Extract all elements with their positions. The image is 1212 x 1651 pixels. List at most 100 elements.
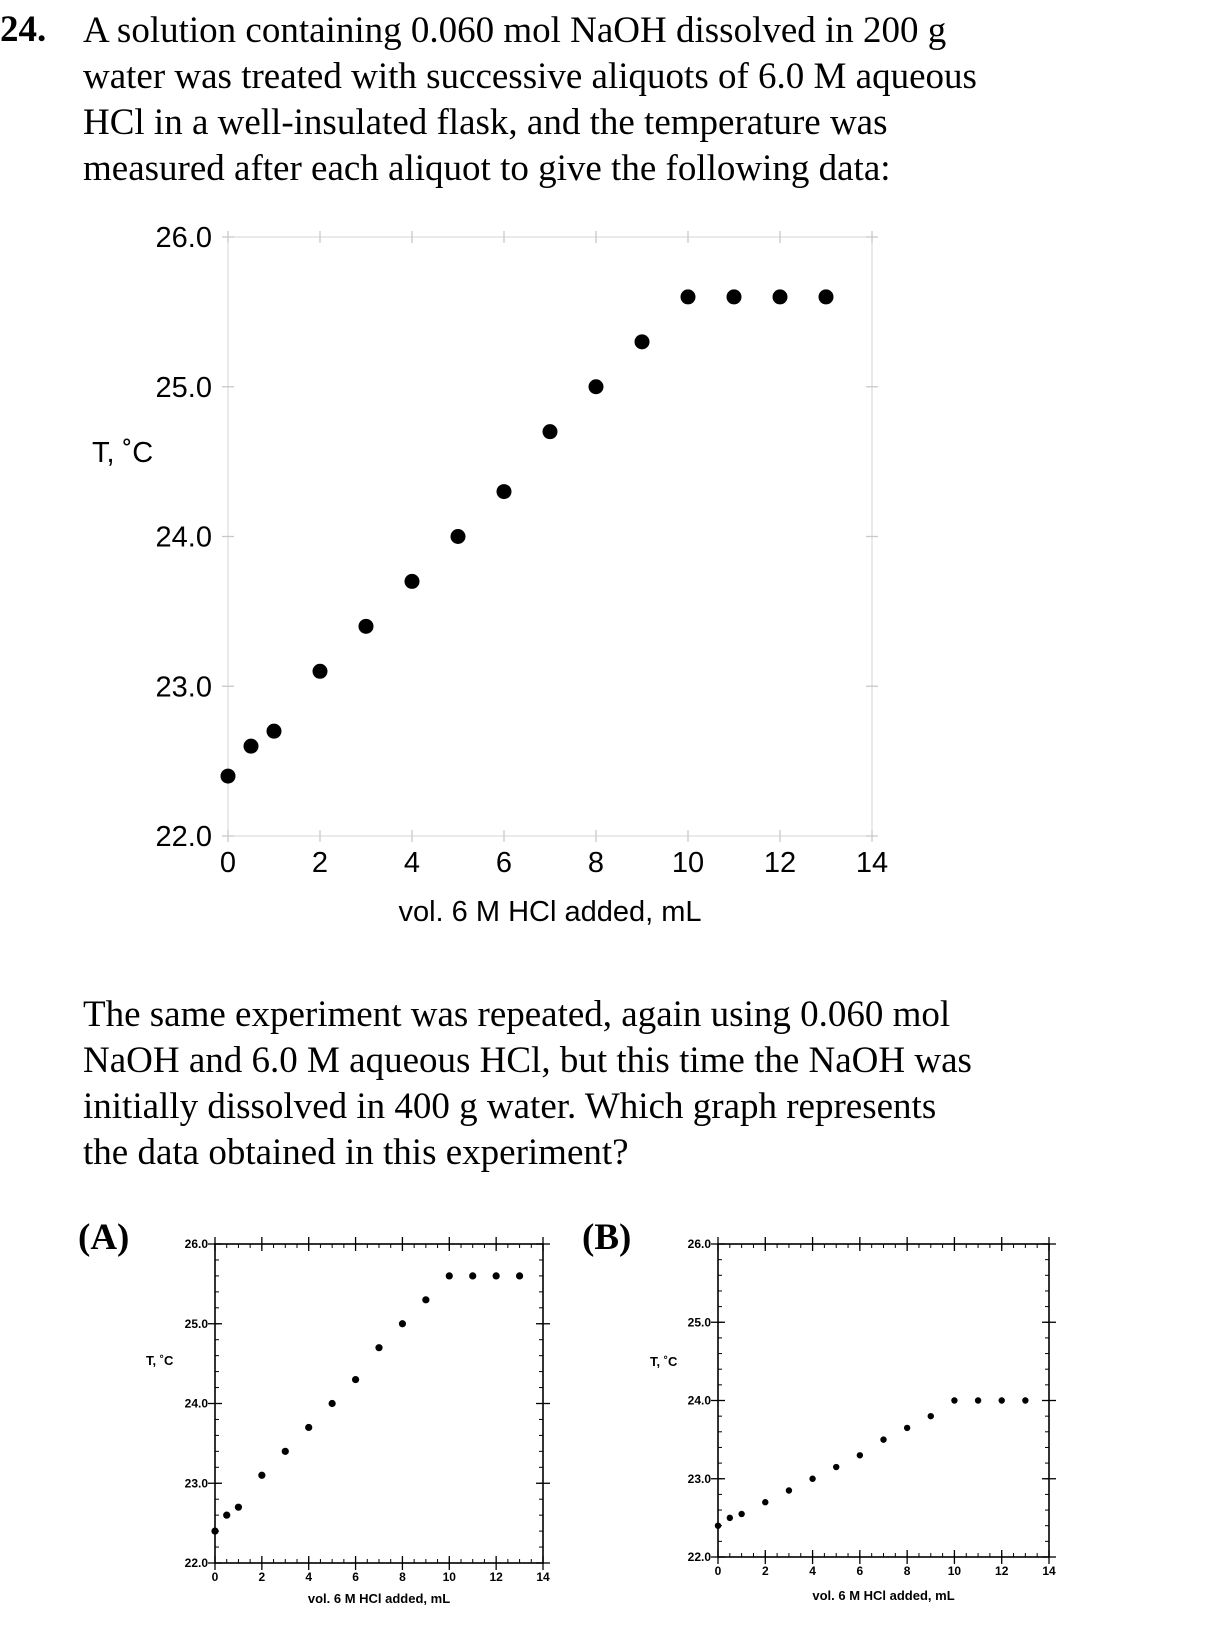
question-intro: A solution containing 0.060 mol NaOH dis… (83, 8, 977, 192)
data-point (785, 1487, 793, 1494)
question-number: 24. (0, 9, 47, 50)
question-followup: The same experiment was repeated, again … (83, 992, 972, 1176)
data-point (634, 334, 650, 350)
data-point (680, 289, 696, 305)
y-tick-label: 23.0 (688, 1472, 712, 1486)
x-tick-label: 12 (995, 1564, 1009, 1578)
data-point (281, 1447, 289, 1455)
data-point (998, 1397, 1005, 1404)
y-tick-label: 24.0 (156, 522, 212, 554)
intro-line: A solution containing 0.060 mol NaOH dis… (83, 10, 947, 51)
data-point (588, 379, 604, 395)
y-tick-label: 23.0 (185, 1476, 209, 1490)
x-tick-label: 2 (259, 1570, 266, 1584)
data-point (974, 1397, 982, 1404)
data-point (818, 289, 834, 305)
followup-line: The same experiment was repeated, again … (83, 994, 951, 1035)
y-tick-label: 24.0 (688, 1394, 712, 1408)
x-tick-label: 12 (764, 847, 796, 879)
y-tick-label: 26.0 (185, 1237, 209, 1251)
x-tick-label: 10 (948, 1564, 962, 1578)
y-axis-title: T, ˚C (146, 1353, 174, 1368)
data-point (726, 289, 742, 305)
data-point (833, 1463, 840, 1471)
y-tick-label: 24.0 (185, 1397, 209, 1411)
y-tick-label: 23.0 (156, 671, 212, 703)
data-point (714, 1522, 722, 1529)
intro-line: HCl in a well-insulated flask, and the t… (83, 102, 888, 143)
plot-frame (214, 1243, 544, 1564)
data-point (951, 1397, 958, 1404)
x-tick-label: 0 (212, 1570, 219, 1584)
x-tick-label: 6 (496, 847, 512, 879)
data-point (1022, 1397, 1029, 1404)
data-point (738, 1510, 745, 1518)
data-point (880, 1436, 887, 1443)
followup-line: initially dissolved in 400 g water. Whic… (83, 1086, 937, 1127)
x-axis-title: vol. 6 M HCl added, mL (308, 1591, 450, 1606)
data-point (927, 1412, 934, 1420)
plot-frame (227, 236, 873, 837)
data-point (762, 1499, 769, 1506)
x-tick-label: 10 (443, 1570, 457, 1584)
data-point (258, 1471, 266, 1479)
data-point (243, 738, 259, 754)
y-tick-label: 26.0 (156, 222, 212, 254)
data-point (328, 1399, 336, 1408)
x-tick-label: 4 (404, 847, 420, 879)
data-point (223, 1511, 231, 1519)
y-tick-label: 25.0 (688, 1315, 712, 1329)
data-point (398, 1320, 407, 1328)
data-point (375, 1344, 383, 1352)
data-point (856, 1452, 864, 1459)
chart-A: 0 2 4 6 8 10 12 14 22.0 23.0 24.0 25.0 26.0 vol. 6 M … (146, 1237, 550, 1606)
option-a-label[interactable]: (A) (78, 1217, 130, 1258)
data-point (358, 618, 374, 634)
data-point (515, 1272, 524, 1280)
x-tick-label: 2 (312, 847, 328, 879)
y-tick-label: 22.0 (156, 821, 212, 853)
x-tick-label: 4 (809, 1564, 816, 1578)
y-tick-label: 22.0 (688, 1550, 712, 1564)
data-point (469, 1272, 477, 1280)
data-point (726, 1514, 734, 1522)
data-point (305, 1423, 313, 1432)
data-point (772, 289, 788, 305)
x-tick-label: 6 (857, 1564, 864, 1578)
data-point (492, 1272, 500, 1280)
x-tick-label: 4 (305, 1570, 312, 1584)
data-point (351, 1375, 360, 1384)
x-tick-label: 14 (1042, 1564, 1056, 1578)
intro-line: water was treated with successive aliquo… (83, 56, 977, 97)
y-axis-title: T, ˚C (650, 1354, 678, 1369)
followup-line: NaOH and 6.0 M aqueous HCl, but this tim… (83, 1040, 972, 1081)
data-point (422, 1296, 430, 1304)
y-tick-label: 22.0 (185, 1556, 209, 1570)
x-tick-label: 0 (220, 847, 236, 879)
data-point (234, 1503, 243, 1511)
x-axis-title: vol. 6 M HCl added, mL (812, 1588, 954, 1603)
followup-line: the data obtained in this experiment? (83, 1132, 629, 1173)
data-point (266, 723, 282, 739)
x-tick-label: 8 (904, 1564, 911, 1578)
option-b-label[interactable]: (B) (582, 1217, 632, 1258)
y-tick-label: 25.0 (156, 372, 212, 404)
x-tick-label: 12 (489, 1570, 503, 1584)
y-tick-label: 26.0 (688, 1237, 712, 1251)
x-tick-label: 0 (715, 1564, 722, 1578)
data-point (542, 424, 558, 440)
data-point (450, 529, 466, 544)
y-axis-title: T, ˚C (92, 437, 153, 469)
x-axis-title: vol. 6 M HCl added, mL (398, 896, 701, 928)
x-tick-label: 14 (856, 847, 888, 879)
data-point (220, 768, 236, 784)
x-tick-label: 6 (352, 1570, 359, 1584)
data-point (445, 1272, 453, 1280)
chart-B: 0 2 4 6 8 10 12 14 22.0 23.0 24.0 25.0 26.0 vol. 6 M … (650, 1237, 1056, 1603)
x-tick-label: 14 (536, 1570, 550, 1584)
data-point (312, 663, 328, 679)
x-tick-label: 8 (588, 847, 604, 879)
y-tick-label: 25.0 (185, 1317, 209, 1331)
data-point (903, 1424, 911, 1432)
